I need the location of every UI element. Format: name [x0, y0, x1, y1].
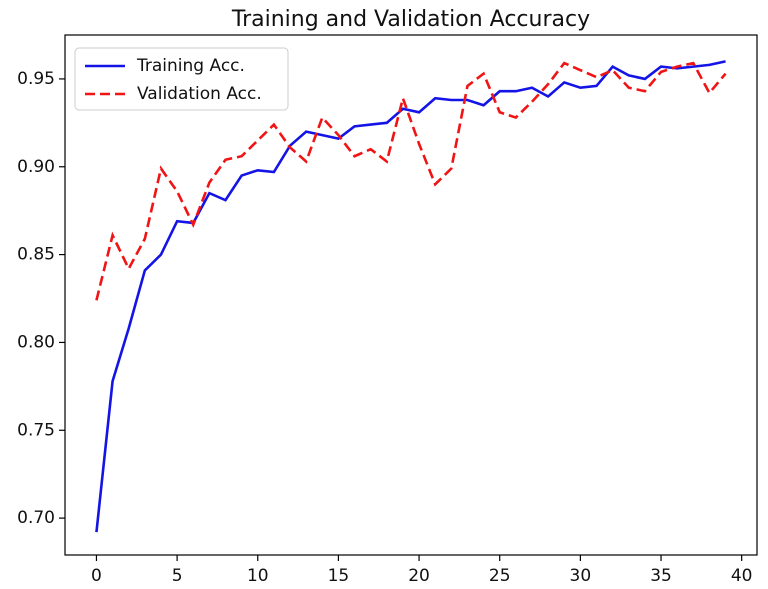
y-tick-label: 0.70 — [17, 508, 55, 528]
x-tick-label: 0 — [91, 566, 102, 586]
x-tick-label: 20 — [408, 566, 430, 586]
legend-label: Validation Acc. — [137, 84, 262, 104]
x-tick-label: 40 — [731, 566, 753, 586]
plot-frame — [64, 34, 758, 556]
y-tick-label: 0.75 — [17, 420, 55, 440]
x-tick-label: 5 — [172, 566, 183, 586]
x-tick-label: 10 — [247, 566, 269, 586]
legend-label: Training Acc. — [136, 56, 245, 76]
y-tick-label: 0.90 — [17, 157, 55, 177]
x-tick-label: 25 — [489, 566, 511, 586]
x-tick-label: 15 — [328, 566, 350, 586]
x-tick-label: 30 — [570, 566, 592, 586]
data-line — [95, 61, 727, 301]
y-tick-label: 0.95 — [17, 69, 55, 89]
data-line — [95, 60, 726, 533]
legend-box — [74, 47, 289, 111]
chart-title: Training and Validation Accuracy — [231, 7, 590, 32]
x-tick-label: 35 — [650, 566, 672, 586]
y-tick-label: 0.85 — [17, 245, 55, 265]
y-tick-label: 0.80 — [17, 332, 55, 352]
